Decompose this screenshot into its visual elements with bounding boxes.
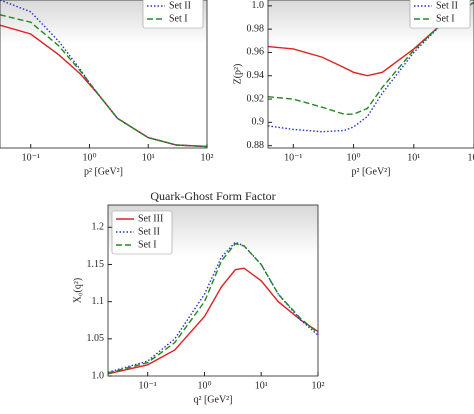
x-tick-label: 10⁰	[347, 152, 361, 163]
x-tick-label: 10⁰	[197, 380, 211, 391]
y-tick-label: 1.0	[252, 0, 265, 11]
y-tick-label: 1.0	[92, 370, 105, 381]
y-tick-label: 0.92	[247, 93, 265, 104]
legend-label: Set II	[138, 226, 160, 237]
series-line	[0, 14, 207, 148]
series-line	[268, 1, 474, 77]
x-tick-label: 10¹	[142, 152, 155, 163]
plot-frame	[0, 0, 208, 149]
y-tick-label: 1.15	[87, 259, 105, 270]
plot-frame	[267, 0, 474, 149]
x-tick-label: 10⁻¹	[284, 152, 302, 163]
series-line	[268, 1, 474, 133]
x-tick-label: 10¹	[407, 152, 420, 163]
legend-label: Set I	[436, 13, 455, 24]
legend-box	[409, 0, 471, 29]
x-tick-label: 10⁰	[82, 152, 96, 163]
legend-label: Set III	[138, 213, 163, 224]
y-tick-label: 1.1	[92, 296, 105, 307]
series-line	[108, 267, 318, 375]
x-tick-label: 10⁻¹	[22, 152, 40, 163]
x-tick-label: 10⁻¹	[139, 380, 157, 391]
x-axis-label: p² [GeV²]	[351, 166, 390, 177]
legend-box	[111, 210, 173, 255]
y-tick-label: 1.2	[92, 222, 105, 233]
x-tick-label: 10²	[468, 152, 474, 163]
series-line	[268, 1, 474, 115]
x-tick-label: 10²	[312, 380, 325, 391]
legend-label: Set II	[169, 0, 191, 11]
legend-label: Set I	[138, 239, 157, 250]
legend-box	[142, 0, 204, 29]
y-axis-label: X₀(q²)	[72, 278, 83, 303]
y-tick-label: 0.98	[247, 23, 265, 34]
y-tick-label: 1.05	[87, 333, 105, 344]
plot-frame	[107, 204, 319, 377]
series-line	[108, 242, 318, 374]
y-axis-label: Z(p²)	[232, 64, 243, 85]
legend-label: Set I	[169, 13, 188, 24]
legend-label: Set II	[436, 0, 458, 11]
x-tick-label: 10²	[201, 152, 214, 163]
x-tick-label: 10¹	[255, 380, 268, 391]
chart-title: Quark-Ghost Form Factor	[150, 189, 275, 203]
y-tick-label: 0.88	[247, 140, 265, 151]
y-tick-label: 0.94	[247, 70, 265, 81]
x-axis-label: q² [GeV²]	[193, 394, 232, 405]
y-tick-label: 0.9	[252, 117, 265, 128]
y-tick-label: 0.96	[247, 47, 265, 58]
x-axis-label: p² [GeV²]	[84, 166, 123, 177]
